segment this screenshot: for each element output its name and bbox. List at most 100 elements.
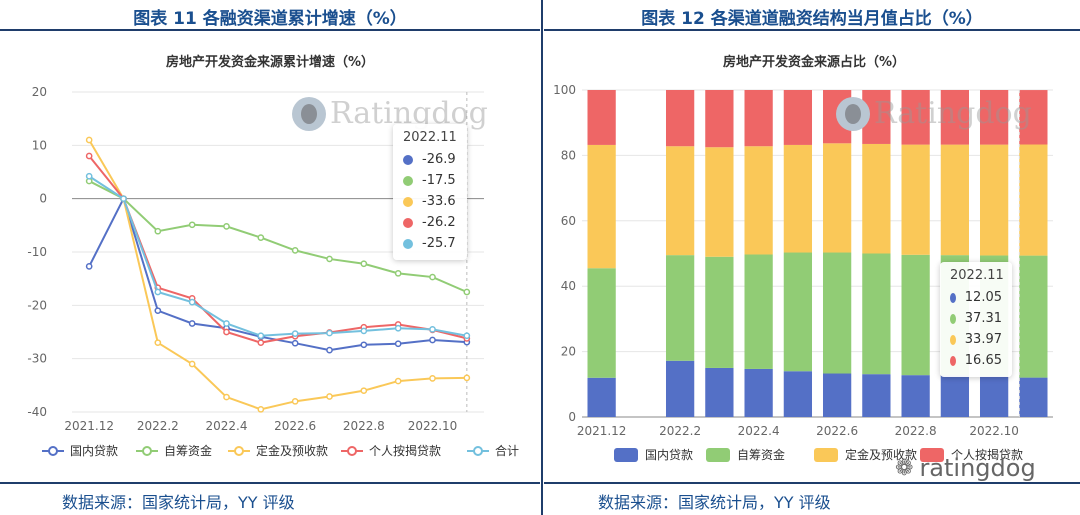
series-line-4: [88, 175, 468, 337]
point-2-2022-3: [188, 360, 196, 368]
panel-divider: [541, 0, 543, 515]
legend-label-2: 定金及预收款: [845, 447, 917, 462]
y-tick-label: 60: [561, 214, 576, 228]
bar-0-2021-12: [587, 377, 616, 417]
x-tick-label: 2022.10: [969, 424, 1019, 438]
left-tooltip-value: -25.7: [422, 236, 456, 251]
bar-1-2022-4: [744, 254, 773, 369]
stacked-bar-chart: 房地产开发资金来源占比（%） 0 20 40 60 80 100 2021.12 2022.2 2…: [553, 54, 1053, 462]
left-tooltip-row: -17.5: [403, 170, 457, 191]
y-tick-label: 20: [32, 85, 47, 99]
point-0-2022-8: [360, 341, 368, 349]
series-line-1: [88, 180, 468, 293]
right-tooltip: 2022.11 12.05 37.31 33.97 16.65: [940, 262, 1012, 377]
legend-marker-1: [142, 446, 152, 456]
legend-marker-0: [48, 446, 58, 456]
left-source: 数据来源：国家统计局，YY 评级: [62, 493, 295, 512]
point-3-2022-4: [223, 328, 230, 336]
bar-3-2022-5: [783, 90, 813, 145]
bar-3-2022-9: [940, 90, 970, 145]
bar-1-2022-7: [862, 253, 891, 375]
x-tick-label: 2022.10: [408, 419, 458, 433]
point-2-2022-7: [326, 393, 333, 400]
point-1-2022-11: [463, 288, 471, 296]
right-top-rule: [544, 29, 1080, 31]
left-tooltip-row: -33.6: [403, 191, 457, 212]
right-tooltip-value: 37.31: [964, 311, 1002, 326]
legend-label-4: 合计: [495, 443, 519, 458]
y-tick-label: 0: [39, 192, 47, 206]
point-1-2022-5: [257, 234, 265, 241]
point-0-2022-6: [291, 339, 299, 347]
legend-swatch-1: [706, 448, 730, 462]
left-tooltip-value: -17.5: [422, 173, 456, 188]
y-tick-label: 10: [32, 138, 47, 152]
bar-0-2022-8: [901, 375, 930, 417]
bar-2-2022-5: [783, 144, 813, 253]
legend-swatch-3: [920, 448, 944, 462]
point-4-2022-9: [394, 324, 402, 332]
bar-3-2022-10: [979, 90, 1009, 145]
point-3-2022-5: [257, 339, 265, 347]
point-1-2022-4: [223, 223, 230, 230]
x-tick-label: 2022.2: [137, 419, 179, 433]
legend-label-0: 国内贷款: [70, 444, 118, 458]
legend-dot-icon: [403, 175, 413, 186]
bar-2-2022-11: [1019, 144, 1048, 256]
legend-dot-icon: [403, 154, 413, 165]
point-0-2022-3: [188, 320, 196, 327]
point-4-2022-7: [326, 329, 333, 337]
bar-1-2021-12: [587, 268, 616, 378]
point-2-2022-5: [257, 405, 265, 413]
bar-0-2022-9: [940, 375, 970, 417]
right-watermark: Ratingdog: [836, 96, 1032, 131]
legend-label-3: 个人按揭贷款: [951, 447, 1023, 462]
left-tooltip-row: -25.7: [403, 233, 457, 254]
point-1-2022-3: [188, 221, 196, 229]
left-tooltip-row: -26.9: [403, 149, 457, 170]
bar-0-2022-2: [665, 360, 695, 417]
right-tooltip-row: 12.05: [950, 287, 1002, 308]
left-tooltip-value: -26.9: [422, 152, 456, 167]
right-tooltip-value: 16.65: [964, 353, 1002, 368]
left-tooltip-row: -26.2: [403, 212, 457, 233]
bar-3-2022-8: [901, 90, 930, 145]
bar-1-2022-8: [901, 254, 930, 376]
bar-3-2022-11: [1019, 90, 1048, 145]
legend-marker-2: [234, 446, 244, 456]
left-tooltip-title: 2022.11: [403, 130, 457, 145]
bar-0-2022-3: [705, 367, 734, 417]
bar-0-2022-11: [1019, 377, 1048, 417]
bar-2-2022-4: [744, 146, 773, 255]
dog-logo-icon: [292, 96, 326, 131]
point-4-2022-4: [223, 320, 230, 327]
bar-1-2022-2: [665, 255, 695, 361]
legend-dot-icon: [950, 334, 956, 345]
point-2-2022-11: [463, 374, 471, 382]
point-2-2022-9: [394, 377, 402, 385]
point-4-2022-2: [154, 288, 162, 296]
series-line-2: [88, 139, 467, 411]
point-1-2022-2: [154, 227, 162, 235]
y-tick-label: 20: [561, 345, 576, 359]
x-tick-label: 2022.4: [738, 424, 780, 438]
y-tick-label: 80: [561, 148, 576, 162]
legend-dot-icon: [950, 313, 956, 324]
legend-dot-icon: [403, 217, 413, 228]
point-2-2021-12: [85, 136, 93, 144]
legend-dot-icon: [403, 238, 413, 249]
point-2-2022-6: [291, 397, 299, 405]
legend-label-2: 定金及预收款: [256, 443, 328, 458]
y-tick-label: -10: [27, 245, 47, 259]
bar-2-2022-2: [665, 146, 695, 256]
point-4-2021-12: [85, 172, 93, 180]
bar-0-2022-5: [783, 371, 813, 417]
bar-0-2022-10: [979, 376, 1009, 417]
left-tooltip-value: -26.2: [422, 215, 456, 230]
line-chart: 房地产开发资金来源累计增速（%） 20 10 0 -10 -20 -30 -40 2021.12…: [27, 54, 519, 458]
bar-2-2022-10: [979, 144, 1009, 256]
x-tick-label: 2022.2: [659, 424, 701, 438]
bar-2-2022-3: [705, 147, 734, 257]
point-0-2022-7: [326, 346, 333, 354]
right-panel: 图表 12 各渠道道融资结构当月值占比（%） 房地产开发资金来源占比（%） 0 20…: [544, 0, 1080, 515]
